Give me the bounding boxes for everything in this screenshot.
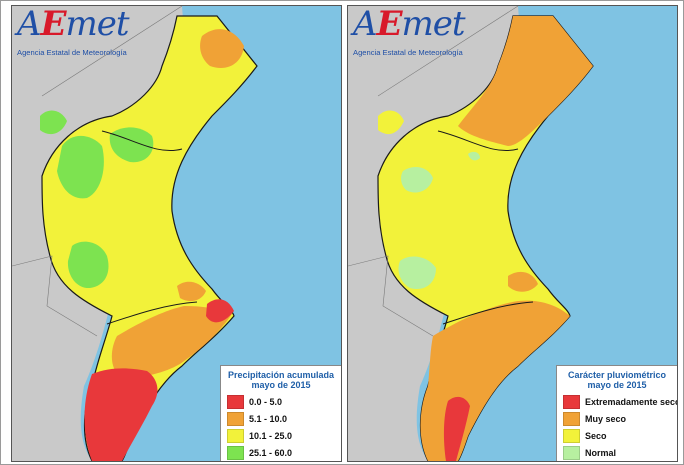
logo-letters-met: met [65,5,129,44]
aemet-logo: AEmet Agencia Estatal de Meteorología [350,5,500,62]
legend-label: Normal [585,447,617,458]
legend-label: 5.1 - 10.0 [249,413,288,424]
legend-item: 10.1 - 25.0 [227,427,292,444]
legend-label: 0.0 - 5.0 [249,396,283,407]
logo-letter-e: E [376,5,403,44]
legend-label: 10.1 - 25.0 [249,430,293,441]
aemet-wordmark: AEmet [17,5,130,44]
legend-swatch [563,428,580,443]
legend-item: Muy seco [563,410,677,427]
logo-letters-met: met [401,5,465,44]
legend-swatch [563,394,580,409]
aemet-logo: AEmet Agencia Estatal de Meteorología [14,5,164,62]
legend-title-line-1: Precipitación acumulada [227,370,335,380]
pluviometric-legend: Carácter pluviométrico mayo de 2015 Extr… [556,365,677,461]
legend-swatch [563,445,580,460]
pluviometric-character-map-panel: AEmet Agencia Estatal de Meteorología Ca… [347,5,678,462]
precipitation-map [12,6,341,461]
legend-title-line-2: mayo de 2015 [251,380,311,390]
legend-label: Seco [585,430,607,441]
agency-name: Agencia Estatal de Meteorología [353,48,463,57]
aemet-wordmark: AEmet [353,5,466,44]
legend-title-line-1: Carácter pluviométrico [567,370,667,380]
agency-name: Agencia Estatal de Meteorología [17,48,127,57]
legend-item: 25.1 - 60.0 [227,444,292,461]
legend-item: Normal [563,444,677,461]
legend-item: 5.1 - 10.0 [227,410,292,427]
legend-label: Muy seco [585,413,627,424]
legend-label: Extremadamente seco [585,396,678,407]
legend-swatch [563,411,580,426]
legend-swatch [227,428,244,443]
logo-letter-e: E [40,5,67,44]
legend-title-line-2: mayo de 2015 [587,380,647,390]
legend-label: 25.1 - 60.0 [249,447,293,458]
legend-title: Precipitación acumulada mayo de 2015 [221,370,341,390]
legend-item: Extremadamente seco [563,393,678,410]
precipitation-map-panel: AEmet Agencia Estatal de Meteorología Pr… [11,5,342,462]
logo-letter-a: A [17,5,42,44]
logo-letter-a: A [353,5,378,44]
legend-item: Seco [563,427,677,444]
legend-swatch [227,445,244,460]
legend-item: 0.0 - 5.0 [227,393,292,410]
legend-swatch [227,411,244,426]
precipitation-legend: Precipitación acumulada mayo de 2015 0.0… [220,365,341,461]
legend-title: Carácter pluviométrico mayo de 2015 [557,370,677,390]
legend-swatch [227,394,244,409]
